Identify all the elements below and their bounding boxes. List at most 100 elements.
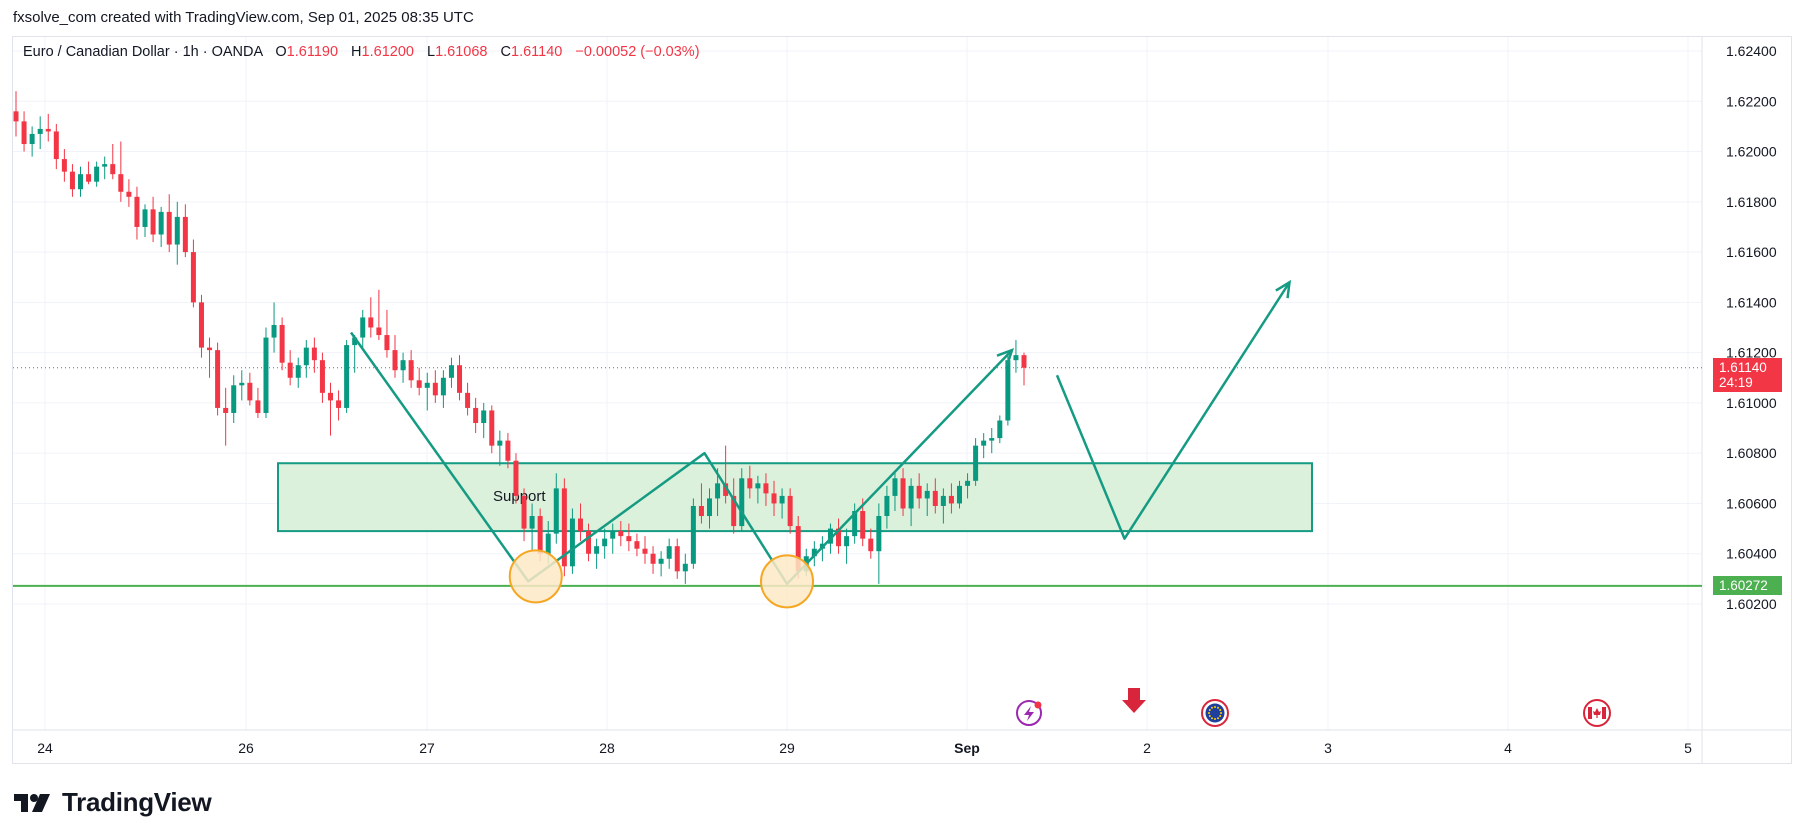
candle: [577, 503, 583, 542]
candle-body: [634, 541, 640, 549]
candle: [553, 473, 559, 544]
down-arrow-event-icon: [1122, 688, 1146, 713]
candle-body: [392, 350, 398, 371]
candle-body: [1013, 355, 1019, 361]
candle-body: [223, 407, 229, 413]
candle: [481, 402, 487, 439]
lightning-bolt: [1024, 706, 1034, 721]
candle: [763, 473, 769, 506]
candle: [489, 405, 495, 454]
candle: [78, 166, 84, 197]
candle-body: [948, 495, 954, 504]
candle: [844, 528, 850, 564]
candle: [311, 337, 317, 373]
candle-body: [602, 538, 608, 547]
candle-body: [37, 128, 43, 134]
symbol-title: Euro / Canadian Dollar · 1h · OANDA: [23, 44, 263, 60]
candle-body: [53, 131, 59, 160]
candle: [602, 528, 608, 559]
candle: [787, 488, 793, 534]
candle-body: [45, 128, 51, 132]
eu-flag-star: [1220, 712, 1222, 714]
tradingview-logo[interactable]: TradingView: [14, 787, 212, 818]
support-price-tag: 1.60272: [1713, 575, 1782, 595]
support-zone-layer: Support: [13, 367, 1702, 587]
candle: [634, 533, 640, 557]
candle: [207, 337, 213, 378]
candle: [239, 370, 245, 401]
candle-body: [408, 360, 414, 381]
candle-body: [432, 382, 438, 396]
candle: [884, 485, 890, 529]
candle-body: [336, 400, 342, 408]
eu-flag-star: [1219, 709, 1222, 711]
candle: [37, 116, 43, 150]
candle-body: [674, 546, 680, 572]
chart-credit: fxsolve_com created with TradingView.com…: [13, 9, 474, 26]
eu-flag-disc: [1205, 703, 1225, 723]
time-tick-label: 29: [779, 740, 795, 756]
projection-arrowhead: [1275, 279, 1292, 299]
price-axis: 1.62400 1.62200 1.62000 1.61800 1.61600 1.614…: [1726, 43, 1777, 612]
time-tick-label: 24: [37, 740, 53, 756]
candle-body: [860, 510, 866, 539]
candle-body: [263, 337, 269, 413]
time-tick-label: 2: [1143, 740, 1151, 756]
drawings: [349, 279, 1292, 609]
canada-flag-right-band: [1602, 707, 1606, 719]
candle-body: [352, 337, 358, 346]
candle-body: [505, 440, 511, 461]
support-zone-label: Support: [493, 488, 546, 505]
candle: [303, 340, 309, 378]
candle: [21, 111, 27, 152]
candle: [739, 468, 745, 532]
candle: [981, 433, 987, 459]
candle: [755, 475, 761, 504]
candle-body: [876, 516, 882, 552]
price-tick-label: 1.60600: [1726, 495, 1777, 511]
candle: [279, 317, 285, 371]
candle: [674, 538, 680, 579]
candle: [263, 327, 269, 418]
candle: [448, 357, 454, 388]
candle-body: [956, 485, 962, 504]
candle: [53, 123, 59, 170]
candle: [400, 352, 406, 383]
candle-body: [666, 546, 672, 559]
candle: [505, 433, 511, 469]
candle-body: [795, 526, 801, 572]
candle-body: [255, 400, 261, 413]
candle: [440, 370, 446, 408]
candle: [231, 375, 237, 424]
candle-body: [29, 133, 35, 145]
time-tick-label: Sep: [954, 740, 980, 756]
candle-body: [416, 380, 422, 388]
open-value: 1.61190: [286, 44, 339, 60]
lightning-dot: [1034, 701, 1042, 709]
candle: [336, 390, 342, 421]
eu-flag-star: [1217, 706, 1219, 709]
candle-body: [537, 516, 543, 554]
candle: [287, 350, 293, 386]
candle-body: [1005, 360, 1011, 421]
low-value: 1.61068: [435, 44, 488, 60]
candle-body: [932, 490, 938, 506]
candle: [424, 372, 430, 411]
candle: [327, 382, 333, 436]
candle-body: [844, 536, 850, 547]
double-bottom-arrowhead: [996, 348, 1014, 366]
candle-body: [997, 420, 1003, 439]
candle-body: [102, 164, 108, 167]
price-tick-label: 1.61400: [1726, 294, 1777, 310]
candle-body: [513, 460, 519, 496]
last-price-tag: 1.61140 24:19: [1713, 357, 1782, 392]
candle: [190, 239, 196, 308]
change-value: −0.00052 (−0.03%): [575, 44, 700, 60]
candle-body: [884, 495, 890, 517]
candle: [569, 508, 575, 574]
candle: [110, 144, 116, 180]
candle-body: [247, 382, 253, 401]
candle-body: [279, 324, 285, 363]
canada-flag-left-band: [1588, 707, 1592, 719]
